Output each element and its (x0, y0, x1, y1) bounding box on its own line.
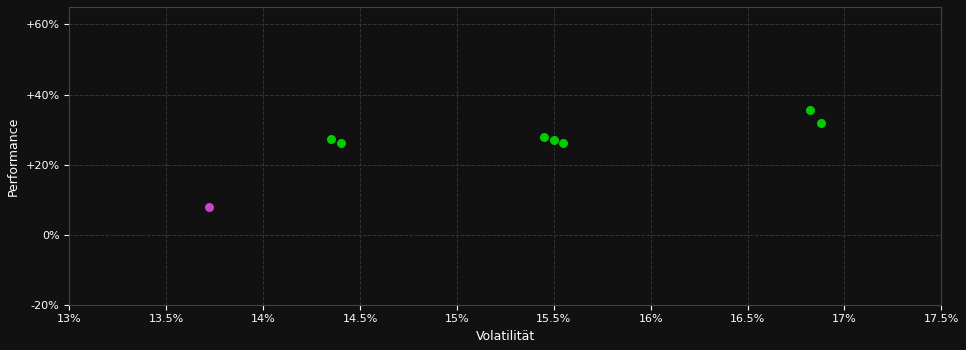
Point (201, 204, 216, 210)
Point (333, 140, 349, 146)
Y-axis label: Performance: Performance (7, 116, 20, 196)
Point (546, 137, 561, 143)
Point (802, 107, 817, 113)
Point (536, 134, 552, 140)
Point (555, 140, 571, 145)
X-axis label: Volatilität: Volatilität (475, 330, 535, 343)
Point (324, 136, 339, 142)
Point (813, 120, 829, 125)
